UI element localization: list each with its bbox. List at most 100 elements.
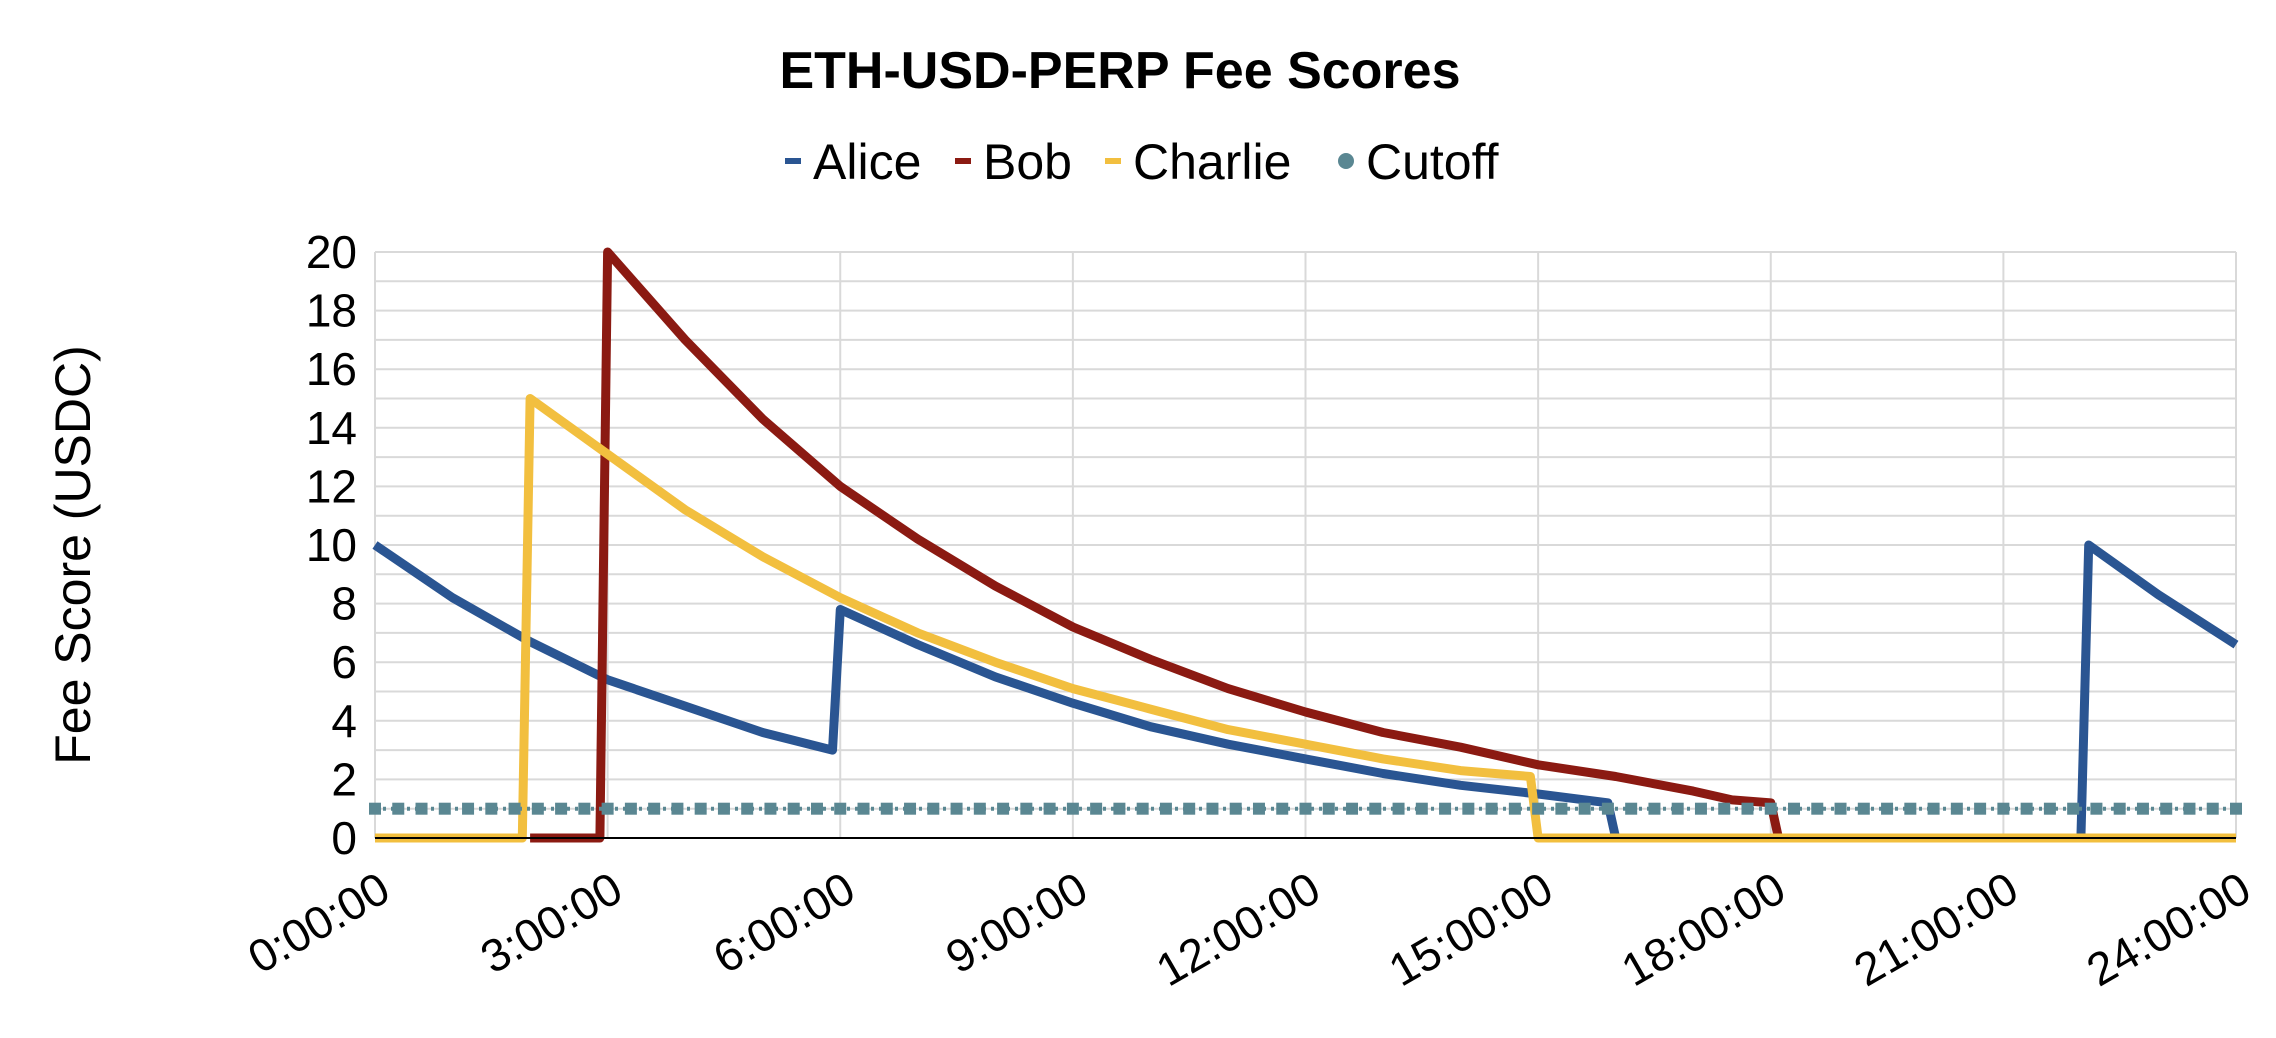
cutoff-marker bbox=[2090, 802, 2103, 815]
cutoff-marker bbox=[2113, 802, 2126, 815]
cutoff-marker bbox=[2067, 802, 2080, 815]
series-line-charlie bbox=[375, 394, 2236, 843]
cutoff-marker bbox=[1532, 802, 1545, 815]
cutoff-marker bbox=[1857, 802, 1870, 815]
x-tick-label: 21:00:00 bbox=[1845, 862, 2026, 997]
cutoff-marker bbox=[648, 802, 661, 815]
cutoff-marker bbox=[1834, 802, 1847, 815]
cutoff-marker bbox=[1299, 802, 1312, 815]
legend: Alice Bob Charlie Cutoff bbox=[785, 134, 1499, 190]
x-tick-label: 18:00:00 bbox=[1613, 862, 1794, 997]
cutoff-marker bbox=[787, 802, 800, 815]
cutoff-marker bbox=[369, 802, 381, 815]
cutoff-marker bbox=[1206, 802, 1219, 815]
y-tick-label: 12 bbox=[306, 460, 357, 512]
cutoff-marker bbox=[601, 802, 614, 815]
legend-label: Charlie bbox=[1133, 134, 1291, 190]
cutoff-marker bbox=[508, 802, 521, 815]
cutoff-marker bbox=[1485, 802, 1498, 815]
y-tick-label: 4 bbox=[331, 695, 357, 747]
y-tick-label: 10 bbox=[306, 519, 357, 571]
legend-swatch bbox=[1105, 158, 1121, 164]
cutoff-marker bbox=[1625, 802, 1638, 815]
x-tick-label: 0:00:00 bbox=[239, 862, 398, 984]
cutoff-marker bbox=[1346, 802, 1359, 815]
legend-item-cutoff: Cutoff bbox=[1338, 134, 1499, 190]
cutoff-marker bbox=[997, 802, 1010, 815]
cutoff-marker bbox=[1950, 802, 1963, 815]
cutoff-marker bbox=[1555, 802, 1568, 815]
cutoff-marker bbox=[1229, 802, 1242, 815]
cutoff-marker bbox=[741, 802, 754, 815]
y-tick-label: 18 bbox=[306, 285, 357, 337]
legend-label: Alice bbox=[813, 134, 921, 190]
y-tick-label: 2 bbox=[331, 753, 357, 805]
cutoff-marker bbox=[485, 802, 498, 815]
series-line-bob bbox=[530, 247, 2236, 843]
y-tick-label: 16 bbox=[306, 343, 357, 395]
cutoff-marker bbox=[1392, 802, 1405, 815]
x-tick-label: 6:00:00 bbox=[704, 862, 863, 984]
cutoff-marker bbox=[1601, 802, 1614, 815]
cutoff-marker bbox=[2230, 802, 2242, 815]
cutoff-marker bbox=[1694, 802, 1707, 815]
cutoff-marker bbox=[1090, 802, 1103, 815]
series-layer bbox=[369, 247, 2242, 843]
cutoff-marker bbox=[717, 802, 730, 815]
cutoff-marker bbox=[1741, 802, 1754, 815]
cutoff-marker bbox=[1020, 802, 1033, 815]
cutoff-marker bbox=[1043, 802, 1056, 815]
cutoff-marker bbox=[1788, 802, 1801, 815]
y-tick-label: 0 bbox=[331, 812, 357, 864]
cutoff-marker bbox=[904, 802, 917, 815]
x-tick-label: 12:00:00 bbox=[1147, 862, 1328, 997]
cutoff-marker bbox=[555, 802, 568, 815]
cutoff-marker bbox=[1462, 802, 1475, 815]
legend-item-charlie: Charlie bbox=[1105, 134, 1291, 190]
y-axis-label: Fee Score (USDC) bbox=[45, 345, 101, 765]
cutoff-marker bbox=[2136, 802, 2149, 815]
cutoff-marker bbox=[671, 802, 684, 815]
cutoff-marker bbox=[1066, 802, 1079, 815]
cutoff-marker bbox=[2020, 802, 2033, 815]
legend-swatch bbox=[1338, 153, 1354, 169]
cutoff-marker bbox=[834, 802, 847, 815]
cutoff-marker bbox=[1369, 802, 1382, 815]
cutoff-marker bbox=[1276, 802, 1289, 815]
cutoff-marker bbox=[438, 802, 451, 815]
y-tick-label: 20 bbox=[306, 226, 357, 278]
cutoff-marker bbox=[1671, 802, 1684, 815]
axes-layer: 0 2 4 6 8 10 12 14 16 18 20 0:00:00 3:00:00 6:00:00 9:… bbox=[239, 226, 2259, 996]
legend-item-bob: Bob bbox=[955, 134, 1072, 190]
legend-swatch bbox=[785, 158, 801, 164]
cutoff-marker bbox=[1927, 802, 1940, 815]
cutoff-marker bbox=[1997, 802, 2010, 815]
cutoff-marker bbox=[764, 802, 777, 815]
legend-item-alice: Alice bbox=[785, 134, 921, 190]
cutoff-marker bbox=[1904, 802, 1917, 815]
cutoff-marker bbox=[578, 802, 591, 815]
cutoff-marker bbox=[694, 802, 707, 815]
grid-layer bbox=[374, 251, 2237, 839]
cutoff-marker bbox=[810, 802, 823, 815]
legend-label: Cutoff bbox=[1366, 134, 1499, 190]
cutoff-marker bbox=[392, 802, 405, 815]
y-tick-label: 6 bbox=[331, 636, 357, 688]
cutoff-marker bbox=[1183, 802, 1196, 815]
cutoff-marker bbox=[1415, 802, 1428, 815]
cutoff-marker bbox=[973, 802, 986, 815]
cutoff-marker bbox=[1811, 802, 1824, 815]
x-tick-label: 15:00:00 bbox=[1380, 862, 1561, 997]
cutoff-marker bbox=[462, 802, 475, 815]
cutoff-marker bbox=[1136, 802, 1149, 815]
cutoff-marker bbox=[1322, 802, 1335, 815]
cutoff-marker bbox=[880, 802, 893, 815]
cutoff-marker bbox=[1718, 802, 1731, 815]
chart-title: ETH-USD-PERP Fee Scores bbox=[779, 42, 1460, 100]
cutoff-marker bbox=[927, 802, 940, 815]
cutoff-marker bbox=[415, 802, 428, 815]
cutoff-marker bbox=[1881, 802, 1894, 815]
cutoff-marker bbox=[1439, 802, 1452, 815]
